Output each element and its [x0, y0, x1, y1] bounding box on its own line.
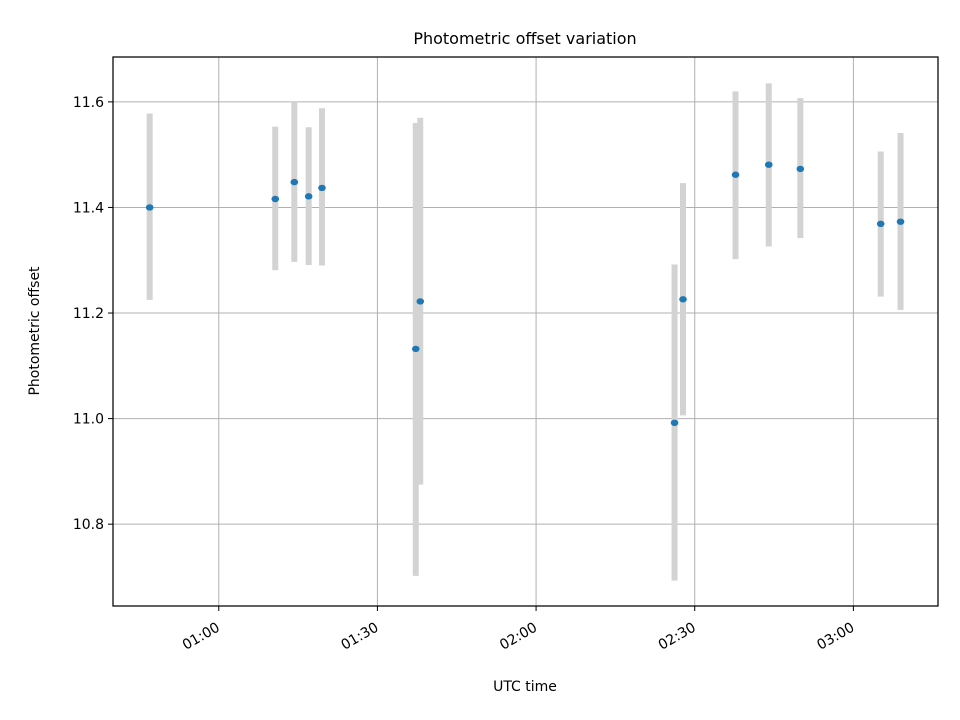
y-tick-label: 11.4	[73, 200, 104, 216]
point-layer	[145, 161, 905, 427]
plot-area	[113, 57, 938, 606]
data-point	[796, 165, 805, 173]
data-point	[290, 178, 299, 186]
data-point	[411, 345, 420, 353]
data-point	[145, 204, 154, 211]
y-axis-label: Photometric offset	[27, 266, 43, 396]
y-tick-label: 11.2	[73, 306, 104, 322]
data-point	[896, 218, 905, 225]
plot-frame	[112, 56, 939, 607]
data-point	[271, 195, 280, 203]
data-point	[679, 296, 687, 303]
x-axis-label: UTC time	[493, 679, 557, 695]
data-point	[764, 161, 773, 168]
data-point	[731, 171, 740, 178]
y-tick-label: 11.0	[73, 412, 104, 428]
data-point	[670, 419, 679, 427]
data-point	[318, 184, 326, 192]
data-point	[416, 298, 425, 305]
chart-title: Photometric offset variation	[413, 29, 636, 48]
y-tick-label: 11.6	[73, 95, 104, 111]
data-point	[304, 193, 313, 200]
y-tick-label: 10.8	[73, 517, 104, 533]
data-point	[876, 220, 885, 228]
